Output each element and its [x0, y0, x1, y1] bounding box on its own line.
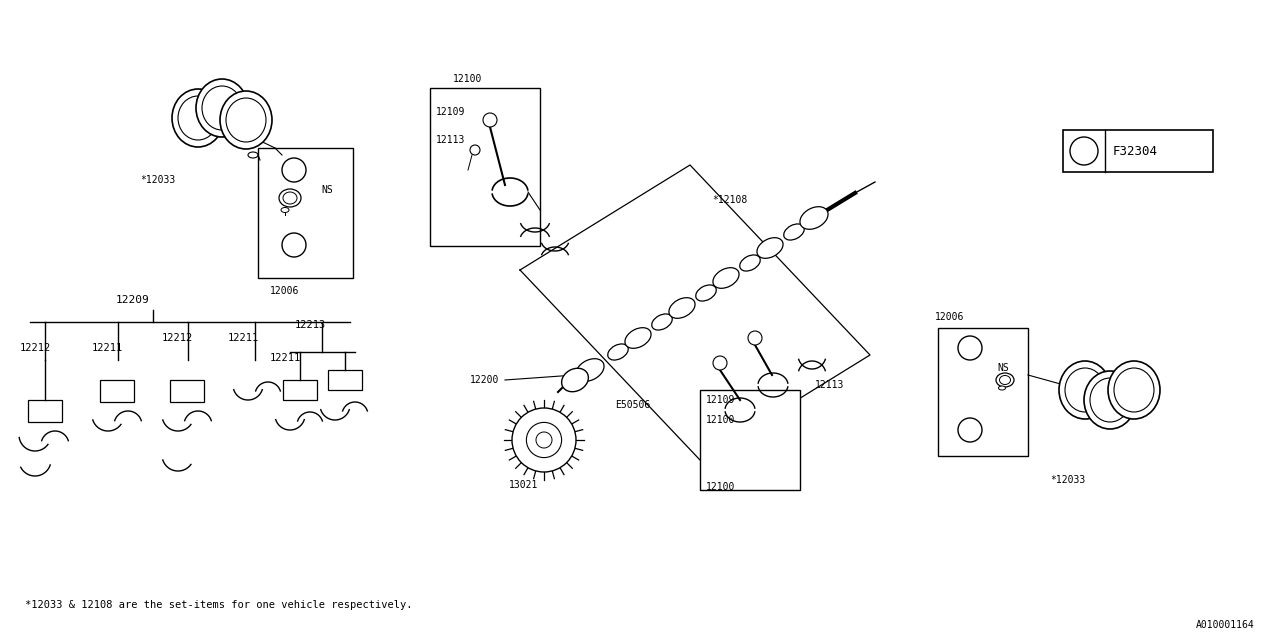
Bar	[430, 88, 540, 246]
Text: 12213: 12213	[294, 320, 326, 330]
Ellipse shape	[608, 344, 628, 360]
Text: 13021: 13021	[509, 480, 539, 490]
Ellipse shape	[1065, 368, 1105, 412]
Circle shape	[1070, 137, 1098, 165]
Circle shape	[957, 418, 982, 442]
Ellipse shape	[756, 237, 783, 259]
Bar	[100, 380, 134, 402]
Text: 12211: 12211	[270, 353, 301, 363]
Ellipse shape	[669, 298, 695, 318]
Bar	[170, 380, 204, 402]
Text: *12033: *12033	[1050, 475, 1085, 485]
Bar	[1062, 130, 1213, 172]
Circle shape	[470, 145, 480, 155]
Ellipse shape	[696, 285, 717, 301]
Text: *12033 & 12108 are the set-items for one vehicle respectively.: *12033 & 12108 are the set-items for one…	[26, 600, 412, 610]
Text: 12006: 12006	[934, 312, 964, 322]
Ellipse shape	[562, 368, 589, 392]
Ellipse shape	[713, 268, 739, 288]
Circle shape	[282, 158, 306, 182]
Text: NS: NS	[997, 363, 1009, 373]
Text: 1: 1	[968, 344, 973, 353]
Text: 1: 1	[292, 241, 297, 250]
Text: 12100: 12100	[707, 415, 736, 425]
Circle shape	[957, 336, 982, 360]
Text: 12100: 12100	[453, 74, 483, 84]
Ellipse shape	[740, 255, 760, 271]
Circle shape	[512, 408, 576, 472]
Ellipse shape	[998, 386, 1006, 390]
Circle shape	[536, 432, 552, 448]
Text: 12211: 12211	[228, 333, 260, 343]
Text: 1: 1	[968, 426, 973, 435]
Circle shape	[282, 233, 306, 257]
Text: F32304: F32304	[1114, 145, 1158, 157]
Ellipse shape	[172, 89, 224, 147]
Ellipse shape	[1000, 376, 1010, 385]
Circle shape	[526, 422, 562, 458]
Text: 1: 1	[1080, 146, 1088, 156]
Ellipse shape	[800, 207, 828, 229]
Ellipse shape	[783, 224, 804, 240]
Text: NS: NS	[321, 185, 333, 195]
Ellipse shape	[282, 207, 289, 212]
Ellipse shape	[202, 86, 242, 130]
Ellipse shape	[178, 96, 218, 140]
Text: 12109: 12109	[707, 395, 736, 405]
Text: 12209: 12209	[116, 295, 150, 305]
Text: *12108: *12108	[712, 195, 748, 205]
Text: 12211: 12211	[92, 343, 123, 353]
Ellipse shape	[283, 192, 297, 204]
Text: 12212: 12212	[163, 333, 193, 343]
Circle shape	[748, 331, 762, 345]
Ellipse shape	[196, 79, 248, 137]
Ellipse shape	[576, 358, 604, 381]
Ellipse shape	[227, 98, 266, 142]
Text: 12113: 12113	[436, 135, 466, 145]
Text: *12033: *12033	[140, 175, 175, 185]
Text: 12113: 12113	[815, 380, 845, 390]
Ellipse shape	[1114, 368, 1155, 412]
Ellipse shape	[1084, 371, 1137, 429]
Text: 12212: 12212	[20, 343, 51, 353]
Bar	[938, 328, 1028, 456]
Text: 12100: 12100	[707, 482, 736, 492]
Bar	[28, 400, 61, 422]
Text: 12200: 12200	[470, 375, 499, 385]
Ellipse shape	[996, 373, 1014, 387]
Circle shape	[713, 356, 727, 370]
Bar	[283, 380, 317, 400]
Ellipse shape	[1059, 361, 1111, 419]
Ellipse shape	[1091, 378, 1130, 422]
Ellipse shape	[1108, 361, 1160, 419]
Text: 12006: 12006	[270, 286, 300, 296]
Ellipse shape	[652, 314, 672, 330]
Bar	[328, 370, 362, 390]
Ellipse shape	[279, 189, 301, 207]
Text: 12109: 12109	[436, 107, 466, 117]
Text: E50506: E50506	[614, 400, 650, 410]
Text: A010001164: A010001164	[1197, 620, 1254, 630]
Circle shape	[483, 113, 497, 127]
Text: 1: 1	[292, 166, 297, 175]
Ellipse shape	[625, 328, 652, 348]
Ellipse shape	[248, 152, 259, 158]
Bar	[259, 148, 353, 278]
Ellipse shape	[220, 91, 273, 149]
Bar	[700, 390, 800, 490]
